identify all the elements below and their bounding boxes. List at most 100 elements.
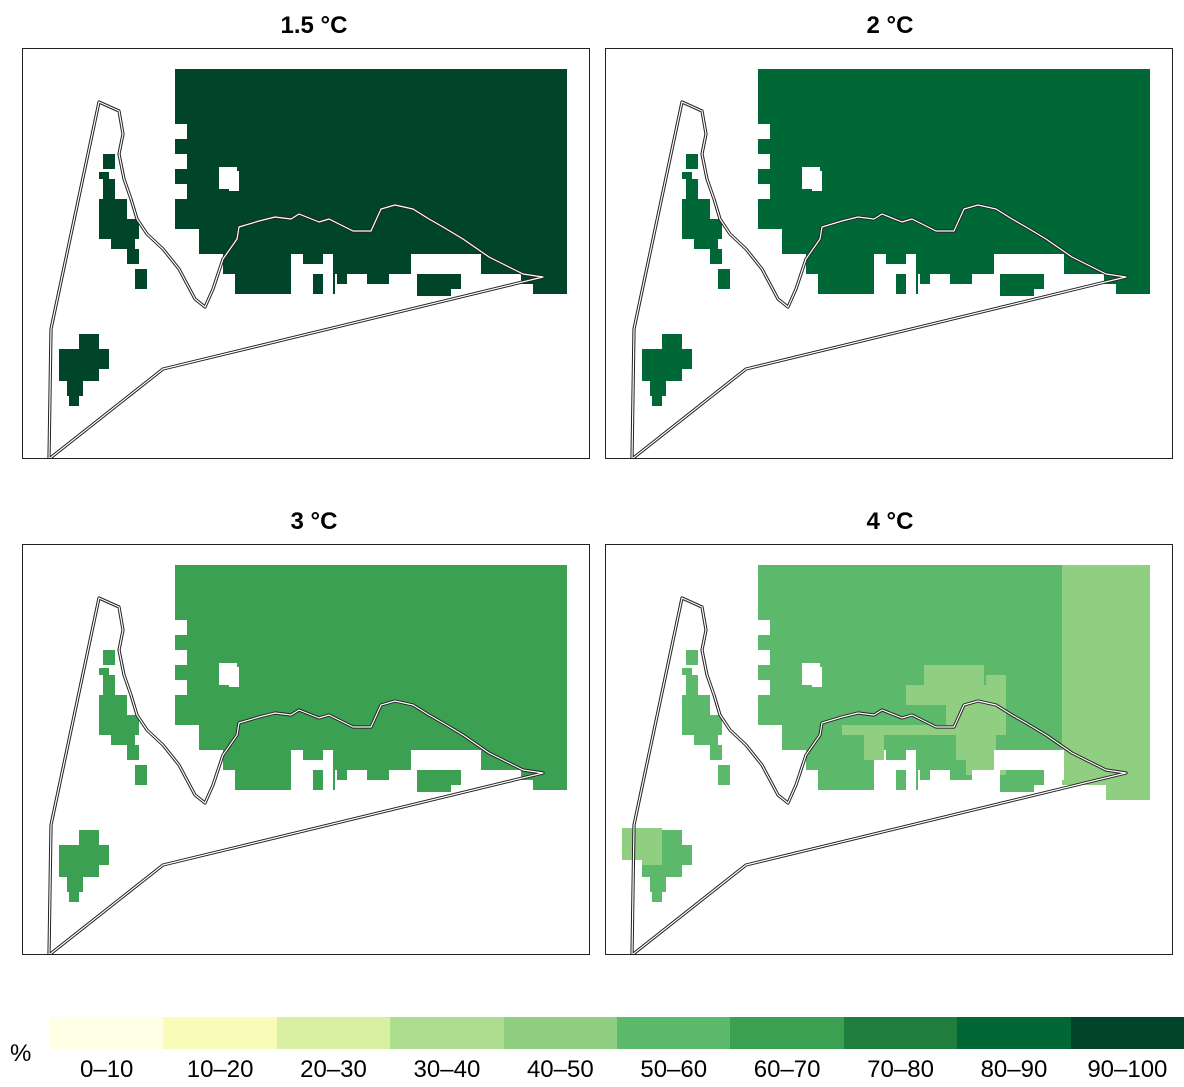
grid-cells [59, 69, 567, 406]
legend-label: 30–40 [413, 1056, 481, 1083]
grid-cell [187, 680, 567, 695]
grid-cell [682, 695, 710, 715]
grid-cell [451, 770, 461, 785]
panel-title-2: 2 °C [866, 12, 914, 39]
grid-gap [293, 770, 303, 790]
grid-gap [389, 274, 417, 304]
grid-cell [313, 274, 323, 294]
map-panel-2 [605, 48, 1173, 459]
grid-cell-light [956, 735, 996, 760]
grid-cell [770, 620, 1150, 635]
grid-cell [435, 274, 445, 286]
grid-cell [682, 219, 722, 239]
grid-gap [347, 780, 387, 800]
grid-gap [175, 680, 187, 695]
grid-cell [175, 665, 567, 680]
grid-cell [950, 770, 972, 780]
grid-cell [417, 770, 451, 792]
grid-cell [103, 179, 115, 199]
grid-cell [1018, 770, 1028, 782]
legend-swatch [276, 1017, 391, 1049]
grid-cell [682, 715, 722, 735]
grid-cells [642, 69, 1150, 406]
legend-swatch [1070, 1017, 1184, 1049]
map-3 [47, 565, 567, 954]
grid-cell [682, 199, 710, 219]
grid-gap [782, 750, 806, 770]
grid-cell [790, 650, 800, 665]
grid-cell [1104, 274, 1150, 284]
grid-gap [994, 254, 1064, 274]
grid-cell [103, 650, 115, 665]
grid-gap [411, 750, 481, 770]
region-boundary [48, 597, 544, 954]
grid-cell [790, 154, 800, 169]
grid-gap [293, 274, 303, 294]
grid-gap [175, 725, 199, 750]
grid-cell [920, 770, 930, 780]
grid-cell [59, 349, 109, 369]
grid-cell [694, 239, 718, 249]
grid-cell [175, 635, 567, 650]
grid-cell [686, 179, 698, 199]
grid-cell [219, 149, 229, 171]
legend-label: 50–60 [640, 1056, 708, 1083]
grid-gap [175, 154, 187, 169]
grid-cell [1000, 274, 1034, 296]
grid-cell [67, 877, 83, 892]
grid-gap [347, 284, 387, 304]
grid-cell [385, 254, 405, 264]
grid-cell [1064, 254, 1150, 274]
grid-gap [906, 264, 916, 294]
grid-gap [1046, 289, 1106, 309]
grid-cell [770, 124, 1150, 139]
grid-cell-light [906, 685, 996, 705]
grid-cell [207, 650, 217, 665]
grid-gap [411, 254, 481, 274]
grid-cell [69, 396, 79, 406]
grid-cell [417, 274, 451, 296]
grid-gap [461, 274, 481, 284]
legend-swatch [163, 1017, 277, 1049]
grid-cell [175, 199, 567, 229]
grid-cell [481, 750, 567, 770]
grid-cell [533, 780, 567, 790]
grid-cell [111, 735, 135, 745]
legend-labels: 0–10 10–20 20–30 30–40 40–50 50–60 60–70 70–80 8… [50, 1056, 1184, 1084]
grid-cell-light [842, 725, 1002, 735]
grid-gap [758, 680, 770, 695]
grid-gap [876, 274, 886, 294]
grid-cell [235, 274, 291, 294]
grid-cells [622, 565, 1150, 902]
grid-cell [920, 274, 930, 284]
grid-cell [175, 139, 567, 154]
panel-title-1: 1.5 °C [280, 12, 348, 39]
grid-cell [886, 254, 906, 264]
grid-gap [229, 667, 239, 687]
grid-gap [972, 274, 1000, 304]
grid-gap [758, 124, 770, 139]
legend-swatch [503, 1017, 618, 1049]
grid-cell [521, 274, 567, 284]
grid-cell [99, 668, 109, 675]
legend-unit: % [10, 1040, 32, 1067]
grid-cell [99, 695, 127, 715]
map-panel-1 [22, 48, 590, 459]
grid-cell [103, 675, 115, 695]
grid-cell [521, 770, 567, 780]
grid-cell [59, 369, 99, 381]
grid-cell [187, 229, 567, 244]
grid-gap [812, 667, 822, 687]
grid-gap [758, 620, 770, 635]
region-boundary [631, 101, 1127, 458]
grid-cell [770, 650, 1150, 665]
grid-cell [770, 229, 1150, 244]
grid-gap [175, 124, 187, 139]
grid-gap [758, 229, 782, 254]
grid-cell [758, 139, 1150, 154]
grid-gap [906, 760, 916, 790]
grid-gap [323, 760, 333, 790]
grid-cell [682, 668, 692, 675]
panel-title-3: 3 °C [290, 508, 338, 535]
grid-gap [930, 780, 970, 800]
